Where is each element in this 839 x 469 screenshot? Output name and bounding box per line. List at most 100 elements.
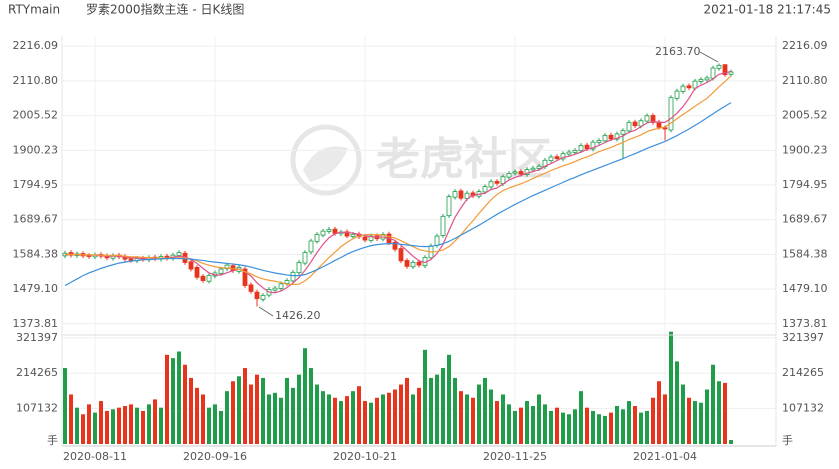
volume-bar bbox=[477, 384, 481, 444]
volume-bar bbox=[603, 415, 607, 444]
volume-bar bbox=[333, 397, 337, 444]
volume-bar bbox=[309, 368, 313, 444]
candle-body bbox=[200, 275, 206, 281]
candle-body bbox=[578, 145, 584, 152]
candle-body bbox=[398, 248, 404, 262]
y-tick-label: 1900.23 bbox=[13, 143, 59, 156]
volume-bar bbox=[423, 349, 427, 444]
volume-bar bbox=[291, 387, 295, 444]
volume-bar bbox=[453, 377, 457, 444]
annotation-leader bbox=[699, 51, 719, 63]
candle-body bbox=[494, 180, 500, 184]
volume-bar bbox=[195, 387, 199, 444]
volume-bar bbox=[99, 401, 103, 444]
volume-unit: 手 bbox=[47, 433, 58, 447]
volume-bar bbox=[201, 394, 205, 444]
volume-bar bbox=[615, 406, 619, 444]
volume-bar bbox=[183, 364, 187, 444]
candle-body bbox=[614, 133, 620, 140]
candle-body bbox=[512, 171, 518, 174]
volume-bar bbox=[231, 381, 235, 444]
volume-bar bbox=[117, 407, 121, 444]
y-tick-label: 321397 bbox=[782, 331, 824, 344]
chart-title: 罗素2000指数主连 - 日K线图 bbox=[86, 2, 244, 17]
volume-bar bbox=[417, 387, 421, 444]
candle-body bbox=[698, 79, 704, 82]
volume-bar bbox=[681, 384, 685, 444]
y-tick-label: 2005.52 bbox=[782, 109, 828, 122]
candle-body bbox=[602, 135, 608, 142]
volume-bar bbox=[609, 412, 613, 444]
y-tick-label: 1794.95 bbox=[782, 178, 828, 191]
volume-bar bbox=[627, 401, 631, 444]
candle-body bbox=[728, 71, 734, 75]
volume-bar bbox=[345, 396, 349, 444]
candle-body bbox=[302, 252, 308, 264]
volume-bar bbox=[357, 386, 361, 444]
y-tick-label: 1479.10 bbox=[13, 282, 59, 295]
y-tick-label: 1479.10 bbox=[782, 282, 828, 295]
candle-body bbox=[608, 134, 614, 140]
volume-bar bbox=[663, 394, 667, 444]
logo-ring bbox=[290, 124, 362, 196]
volume-bar bbox=[519, 407, 523, 444]
candle-body bbox=[518, 171, 524, 175]
candle-body bbox=[632, 121, 638, 127]
volume-bar bbox=[351, 391, 355, 444]
y-tick-label: 1900.23 bbox=[782, 143, 828, 156]
volume-bar bbox=[141, 410, 145, 444]
y-tick-label: 2216.09 bbox=[13, 39, 59, 52]
volume-bar bbox=[705, 389, 709, 444]
volume-bar bbox=[537, 394, 541, 444]
volume-bar bbox=[69, 394, 73, 444]
volume-bar bbox=[447, 354, 451, 444]
volume-bar bbox=[549, 410, 553, 444]
volume-bar bbox=[177, 351, 181, 444]
x-tick-label: 2020-10-21 bbox=[333, 450, 397, 463]
candle-body bbox=[296, 262, 302, 274]
volume-bar bbox=[165, 354, 169, 444]
candle-body bbox=[644, 115, 650, 122]
low-annotation: 1426.20 bbox=[275, 309, 321, 322]
volume-bar bbox=[297, 374, 301, 444]
volume-bar bbox=[579, 391, 583, 444]
volume-bar bbox=[639, 412, 643, 444]
y-tick-label: 107132 bbox=[16, 402, 58, 415]
volume-bar bbox=[129, 404, 133, 444]
volume-bar bbox=[243, 368, 247, 444]
candle-body bbox=[596, 140, 602, 143]
volume-bar bbox=[267, 394, 271, 444]
volume-bar bbox=[393, 389, 397, 444]
y-tick-label: 214265 bbox=[16, 366, 58, 379]
candle-body bbox=[404, 260, 410, 267]
volume-bar bbox=[645, 410, 649, 444]
candle-body bbox=[446, 196, 452, 217]
watermark: 老虎社区 bbox=[376, 134, 552, 185]
volume-bar bbox=[273, 392, 277, 444]
volume-bar bbox=[687, 397, 691, 444]
candle-body bbox=[320, 230, 326, 236]
volume-bar bbox=[255, 374, 259, 444]
x-tick-label: 2020-08-11 bbox=[63, 450, 127, 463]
candle-body bbox=[554, 156, 560, 160]
candle-body bbox=[278, 283, 284, 289]
volume-bar bbox=[501, 394, 505, 444]
y-tick-label: 1794.95 bbox=[13, 178, 59, 191]
y-tick-label: 1689.67 bbox=[13, 213, 59, 226]
volume-bar bbox=[717, 381, 721, 444]
volume-bar bbox=[213, 404, 217, 444]
candle-body bbox=[410, 262, 416, 268]
candle-body bbox=[260, 294, 266, 300]
candle-body bbox=[176, 252, 182, 256]
candle-body bbox=[218, 268, 224, 274]
volume-bar bbox=[651, 397, 655, 444]
y-tick-label: 321397 bbox=[16, 331, 58, 344]
y-tick-label: 1373.81 bbox=[782, 317, 828, 330]
candle-body bbox=[620, 130, 626, 135]
volume-bar bbox=[525, 401, 529, 444]
candle-body bbox=[584, 144, 590, 150]
volume-bar bbox=[411, 394, 415, 444]
y-tick-label: 2110.80 bbox=[13, 74, 59, 87]
volume-bar bbox=[249, 384, 253, 444]
volume-bar bbox=[261, 377, 265, 444]
